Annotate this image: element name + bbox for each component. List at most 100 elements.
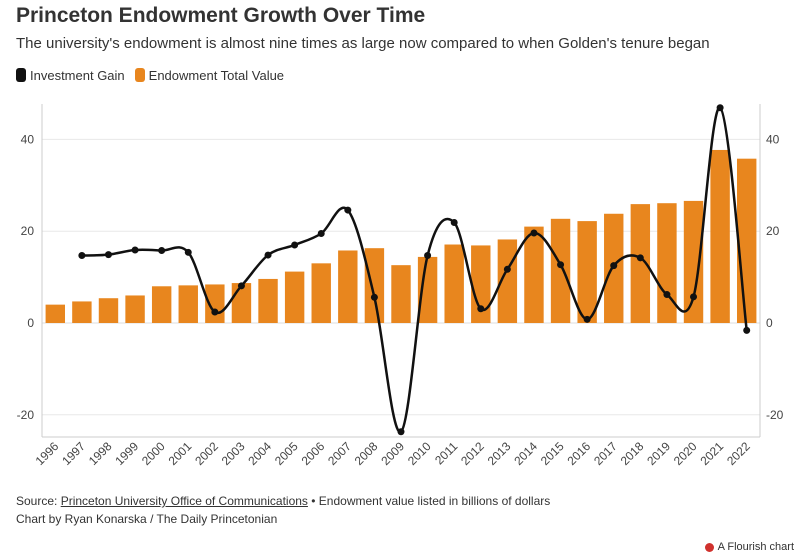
x-tick-2006: 2006 [299,439,328,468]
bar-2010 [417,256,438,323]
point-2013 [503,265,511,273]
bar-2011 [444,244,464,323]
legend-swatch-endowment-total-value [134,68,145,82]
bar-1998 [98,298,119,323]
point-2015 [557,261,565,269]
y-tick-right--20: -20 [766,408,784,422]
x-tick-2008: 2008 [352,439,381,468]
bar-2007 [338,250,358,323]
x-tick-2016: 2016 [564,439,593,468]
point-2005 [291,241,299,249]
bar-2009 [391,265,411,323]
legend-label-endowment-total-value: Endowment Total Value [148,67,285,83]
point-2021 [716,104,724,112]
y-tick-left-20: 20 [21,224,35,238]
x-tick-2002: 2002 [192,439,221,468]
point-2011 [450,218,458,226]
bar-1997 [72,301,92,323]
legend-item-investment-gain[interactable]: Investment Gain [16,68,125,83]
x-tick-2018: 2018 [618,439,647,468]
chart-title: Princeton Endowment Growth Over Time [16,4,426,27]
point-2007 [344,206,352,214]
bar-2015 [550,218,571,323]
x-tick-2021: 2021 [697,439,726,468]
bar-2012 [471,245,491,323]
x-tick-2003: 2003 [219,439,248,468]
x-tick-2007: 2007 [325,439,354,468]
source-suffix: • Endowment value listed in billions of … [311,494,551,508]
flourish-logo-icon [704,542,714,552]
x-tick-2022: 2022 [724,439,753,468]
point-2017 [610,262,618,270]
x-tick-2001: 2001 [166,439,195,468]
bar-2008 [364,248,385,323]
point-2003 [237,282,245,290]
source-note: Source: Princeton University Office of C… [16,494,550,508]
bar-1996 [45,304,66,323]
x-tick-2014: 2014 [511,439,540,468]
point-2006 [317,229,325,237]
source-prefix: Source: [16,494,58,508]
point-2020 [690,293,698,301]
point-2000 [158,246,166,254]
point-1998 [104,251,112,259]
point-2018 [636,254,644,262]
bar-2001 [178,285,198,323]
point-1997 [78,252,86,260]
bar-2000 [151,286,172,323]
chart-subtitle: The university's endowment is almost nin… [16,35,710,52]
bar-2020 [683,200,704,323]
legend-swatch-investment-gain [16,68,26,82]
x-tick-2019: 2019 [644,439,673,468]
flourish-label: A Flourish chart [717,541,794,553]
bar-2021 [710,149,730,323]
legend-label-investment-gain: Investment Gain [30,67,125,83]
point-2022 [743,326,751,334]
point-2012 [477,305,485,313]
bar-2019 [657,203,677,323]
bar-2006 [311,263,331,323]
y-tick-right-20: 20 [766,224,780,238]
x-tick-2011: 2011 [432,439,460,467]
legend: Investment Gain Endowment Total Value [16,66,294,84]
x-tick-2013: 2013 [485,439,514,468]
bar-2005 [284,271,305,323]
x-tick-2000: 2000 [139,439,168,468]
x-tick-2017: 2017 [591,439,620,468]
x-tick-2012: 2012 [458,439,487,468]
point-2019 [663,291,671,299]
bar-2016 [577,221,597,323]
bar-2004 [258,278,278,323]
source-link[interactable]: Princeton University Office of Communica… [60,494,308,508]
y-tick-left--20: -20 [17,408,35,422]
x-tick-2010: 2010 [405,439,434,468]
x-tick-2004: 2004 [245,439,274,468]
bar-2022 [736,158,757,323]
bar-2018 [630,204,651,323]
flourish-badge[interactable]: A Flourish chart [704,541,794,553]
point-2002 [211,308,219,316]
x-tick-1997: 1997 [59,439,88,468]
point-1999 [131,246,139,254]
x-tick-1998: 1998 [86,439,115,468]
point-2001 [184,248,192,256]
y-tick-left-0: 0 [27,316,34,330]
x-tick-1996: 1996 [33,439,62,468]
point-2016 [583,315,591,323]
x-tick-2009: 2009 [378,439,407,468]
bar-2014 [524,226,544,323]
point-2009 [397,428,405,436]
y-tick-right-40: 40 [766,132,780,146]
point-2008 [370,293,378,301]
y-tick-left-40: 40 [21,132,35,146]
legend-item-endowment-total-value[interactable]: Endowment Total Value [134,67,285,83]
point-2010 [424,252,432,260]
y-tick-right-0: 0 [766,316,773,330]
x-tick-1999: 1999 [112,439,141,468]
byline: Chart by Ryan Konarska / The Daily Princ… [16,512,278,526]
point-2014 [530,229,538,237]
point-2004 [264,251,272,259]
bar-1999 [125,295,145,323]
x-tick-2005: 2005 [272,439,301,468]
